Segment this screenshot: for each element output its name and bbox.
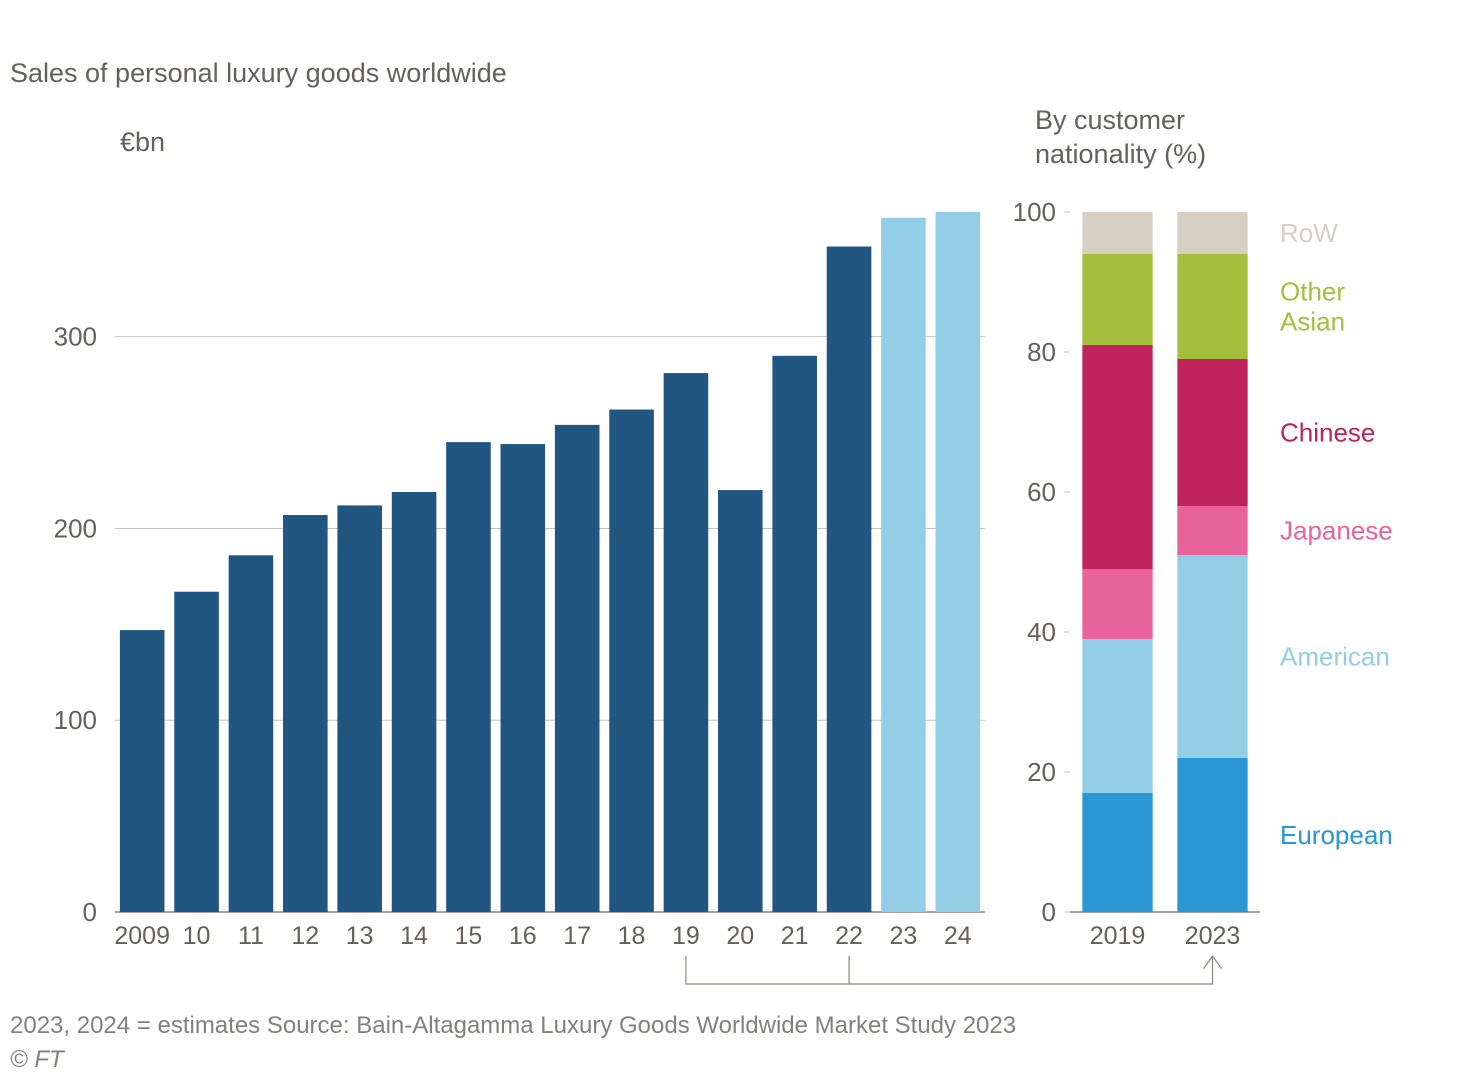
bar — [827, 247, 872, 912]
bar — [664, 373, 709, 912]
bar — [609, 410, 654, 912]
right-title-line2: nationality (%) — [1035, 139, 1206, 169]
legend-label: Japanese — [1280, 516, 1393, 546]
svg-text:0: 0 — [1042, 897, 1056, 927]
stacked-segment — [1082, 254, 1152, 345]
legend-label: Asian — [1280, 307, 1345, 337]
legend-label: Other — [1280, 277, 1345, 307]
stacked-segment — [1177, 758, 1247, 912]
connector-arrow-line — [849, 956, 1212, 984]
svg-text:80: 80 — [1027, 337, 1056, 367]
chart-svg: 0100200300200910111213141516171819202122… — [0, 0, 1460, 1084]
stacked-segment — [1177, 359, 1247, 506]
connector-bracket — [686, 956, 849, 984]
svg-text:10: 10 — [183, 922, 211, 950]
right-chart-title: By customer nationality (%) — [1035, 104, 1206, 172]
svg-text:200: 200 — [54, 513, 97, 543]
svg-text:100: 100 — [1013, 197, 1056, 227]
left-axis-unit-label: €bn — [120, 127, 165, 158]
stacked-segment — [1082, 569, 1152, 639]
legend-label: Chinese — [1280, 418, 1375, 448]
stacked-segment — [1082, 793, 1152, 912]
legend-label: RoW — [1280, 218, 1338, 248]
stacked-segment — [1082, 639, 1152, 793]
stacked-segment — [1177, 506, 1247, 555]
bar — [446, 442, 491, 912]
svg-text:18: 18 — [618, 922, 646, 950]
svg-text:2009: 2009 — [114, 922, 170, 950]
svg-text:300: 300 — [54, 322, 97, 352]
right-title-line1: By customer — [1035, 105, 1185, 135]
chart-container: Sales of personal luxury goods worldwide… — [0, 0, 1460, 1084]
bar — [881, 218, 926, 912]
svg-text:16: 16 — [509, 922, 537, 950]
svg-text:60: 60 — [1027, 477, 1056, 507]
svg-text:0: 0 — [83, 897, 97, 927]
copyright-text: © FT — [10, 1046, 64, 1074]
svg-text:12: 12 — [291, 922, 319, 950]
svg-text:23: 23 — [890, 922, 918, 950]
stacked-segment — [1082, 345, 1152, 569]
bar — [936, 212, 981, 912]
bar — [120, 630, 165, 912]
svg-text:100: 100 — [54, 705, 97, 735]
svg-text:13: 13 — [346, 922, 374, 950]
svg-text:22: 22 — [835, 922, 863, 950]
legend-label: European — [1280, 820, 1393, 850]
svg-text:21: 21 — [781, 922, 809, 950]
svg-text:17: 17 — [563, 922, 591, 950]
svg-text:2023: 2023 — [1185, 922, 1241, 950]
bar — [283, 515, 328, 912]
svg-text:2019: 2019 — [1090, 922, 1146, 950]
svg-text:24: 24 — [944, 922, 972, 950]
bar — [174, 592, 219, 912]
stacked-segment — [1177, 212, 1247, 254]
bar — [772, 356, 817, 912]
svg-text:11: 11 — [238, 922, 264, 950]
svg-text:14: 14 — [400, 922, 428, 950]
bar — [392, 492, 437, 912]
bar — [337, 505, 382, 912]
stacked-segment — [1177, 254, 1247, 359]
legend-label: American — [1280, 642, 1390, 672]
stacked-segment — [1177, 555, 1247, 758]
svg-text:15: 15 — [455, 922, 483, 950]
svg-text:40: 40 — [1027, 617, 1056, 647]
svg-text:20: 20 — [726, 922, 754, 950]
bar — [718, 490, 763, 912]
svg-text:19: 19 — [672, 922, 700, 950]
bar — [229, 555, 274, 912]
svg-text:20: 20 — [1027, 757, 1056, 787]
stacked-segment — [1082, 212, 1152, 254]
chart-title: Sales of personal luxury goods worldwide — [10, 58, 507, 89]
footnote-text: 2023, 2024 = estimates Source: Bain-Alta… — [10, 1012, 1016, 1040]
bar — [501, 444, 546, 912]
bar — [555, 425, 600, 912]
